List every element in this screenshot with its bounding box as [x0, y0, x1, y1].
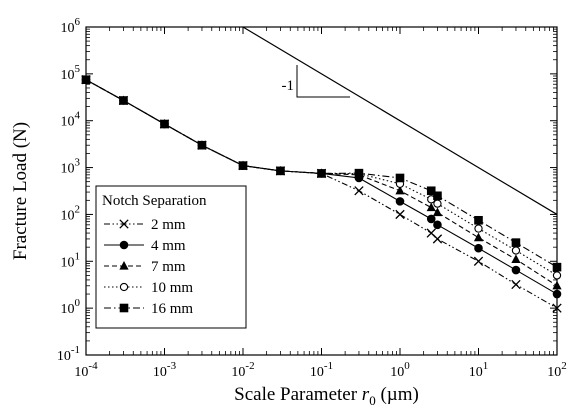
legend-marker	[119, 282, 129, 292]
data-point	[552, 289, 562, 299]
data-point	[395, 185, 405, 195]
axes-layer: 10-4 10-3 10-2 10-1 100 101 102 10-1 100 101 102 10…	[57, 16, 567, 380]
data-point	[276, 166, 285, 176]
legend-label: 2 mm	[151, 217, 186, 233]
reference-slope-line	[242, 26, 558, 215]
y-tick-label: 100	[61, 297, 81, 317]
data-point	[433, 220, 442, 230]
y-tick-label: 101	[61, 250, 81, 270]
x-tick-label: 10-1	[310, 360, 333, 380]
data-point	[426, 214, 436, 224]
data-point	[317, 169, 326, 178]
legend: Notch Separation 2 mm 4 mm 7 mm 10 mm 16 mm	[95, 185, 247, 329]
y-axis-title: Fracture Load (N)	[10, 122, 31, 260]
data-point	[160, 119, 169, 129]
x-tick-label: 10-2	[231, 360, 254, 380]
legend-label: 10 mm	[151, 280, 193, 296]
y-tick-label: 10-1	[57, 344, 80, 364]
data-point	[474, 224, 483, 233]
data-point	[197, 140, 207, 150]
data-point	[474, 243, 483, 253]
reference-layer: -1	[242, 26, 558, 215]
data-point	[81, 75, 91, 85]
data-point	[354, 186, 364, 196]
data-point	[433, 199, 442, 208]
data-point	[395, 197, 405, 206]
x-axis-title: Scale Parameter r0 (µm)	[234, 384, 419, 408]
legend-title: Notch Separation	[102, 193, 207, 209]
series-line	[85, 79, 558, 268]
y-tick-label: 105	[61, 63, 81, 83]
x-tick-label: 101	[469, 360, 489, 380]
series-layer	[81, 74, 562, 313]
legend-label: 16 mm	[151, 301, 193, 317]
legend-marker	[119, 303, 129, 313]
x-tick-label: 100	[390, 360, 410, 380]
data-point	[473, 256, 484, 266]
data-point	[432, 234, 443, 244]
x-tick-label: 10-3	[153, 360, 177, 380]
legend-marker	[119, 261, 129, 270]
series-16-mm	[81, 75, 562, 272]
data-point	[119, 96, 128, 105]
series-line	[85, 79, 558, 309]
legend-label: 7 mm	[151, 259, 186, 275]
data-point	[432, 207, 443, 217]
data-point	[395, 209, 405, 220]
y-tick-label: 103	[61, 157, 81, 177]
legend-marker	[119, 240, 129, 250]
data-point	[426, 186, 436, 196]
data-point	[552, 271, 562, 280]
slope-bracket	[296, 65, 350, 98]
legend-label: 4 mm	[151, 238, 186, 254]
data-point	[552, 280, 562, 290]
data-point	[552, 262, 562, 272]
y-tick-label: 104	[61, 110, 81, 130]
data-point	[354, 168, 364, 178]
data-point	[433, 191, 442, 201]
data-point	[474, 215, 483, 225]
data-point	[473, 232, 484, 242]
data-point	[511, 265, 521, 275]
data-point	[395, 173, 405, 183]
data-point	[511, 246, 521, 255]
slope-label: -1	[282, 78, 295, 94]
axis-titles: Scale Parameter r0 (µm) Fracture Load (N)	[10, 122, 419, 408]
data-point	[511, 279, 521, 290]
data-point	[426, 202, 436, 212]
data-point	[511, 254, 521, 263]
y-tick-label: 102	[61, 203, 81, 223]
legend-marker	[119, 219, 129, 229]
x-tick-label: 10-4	[74, 360, 98, 380]
x-tick-label: 102	[547, 360, 567, 380]
data-point	[238, 161, 248, 170]
data-point	[511, 238, 521, 247]
y-tick-label: 106	[61, 16, 81, 36]
data-point	[552, 303, 562, 313]
